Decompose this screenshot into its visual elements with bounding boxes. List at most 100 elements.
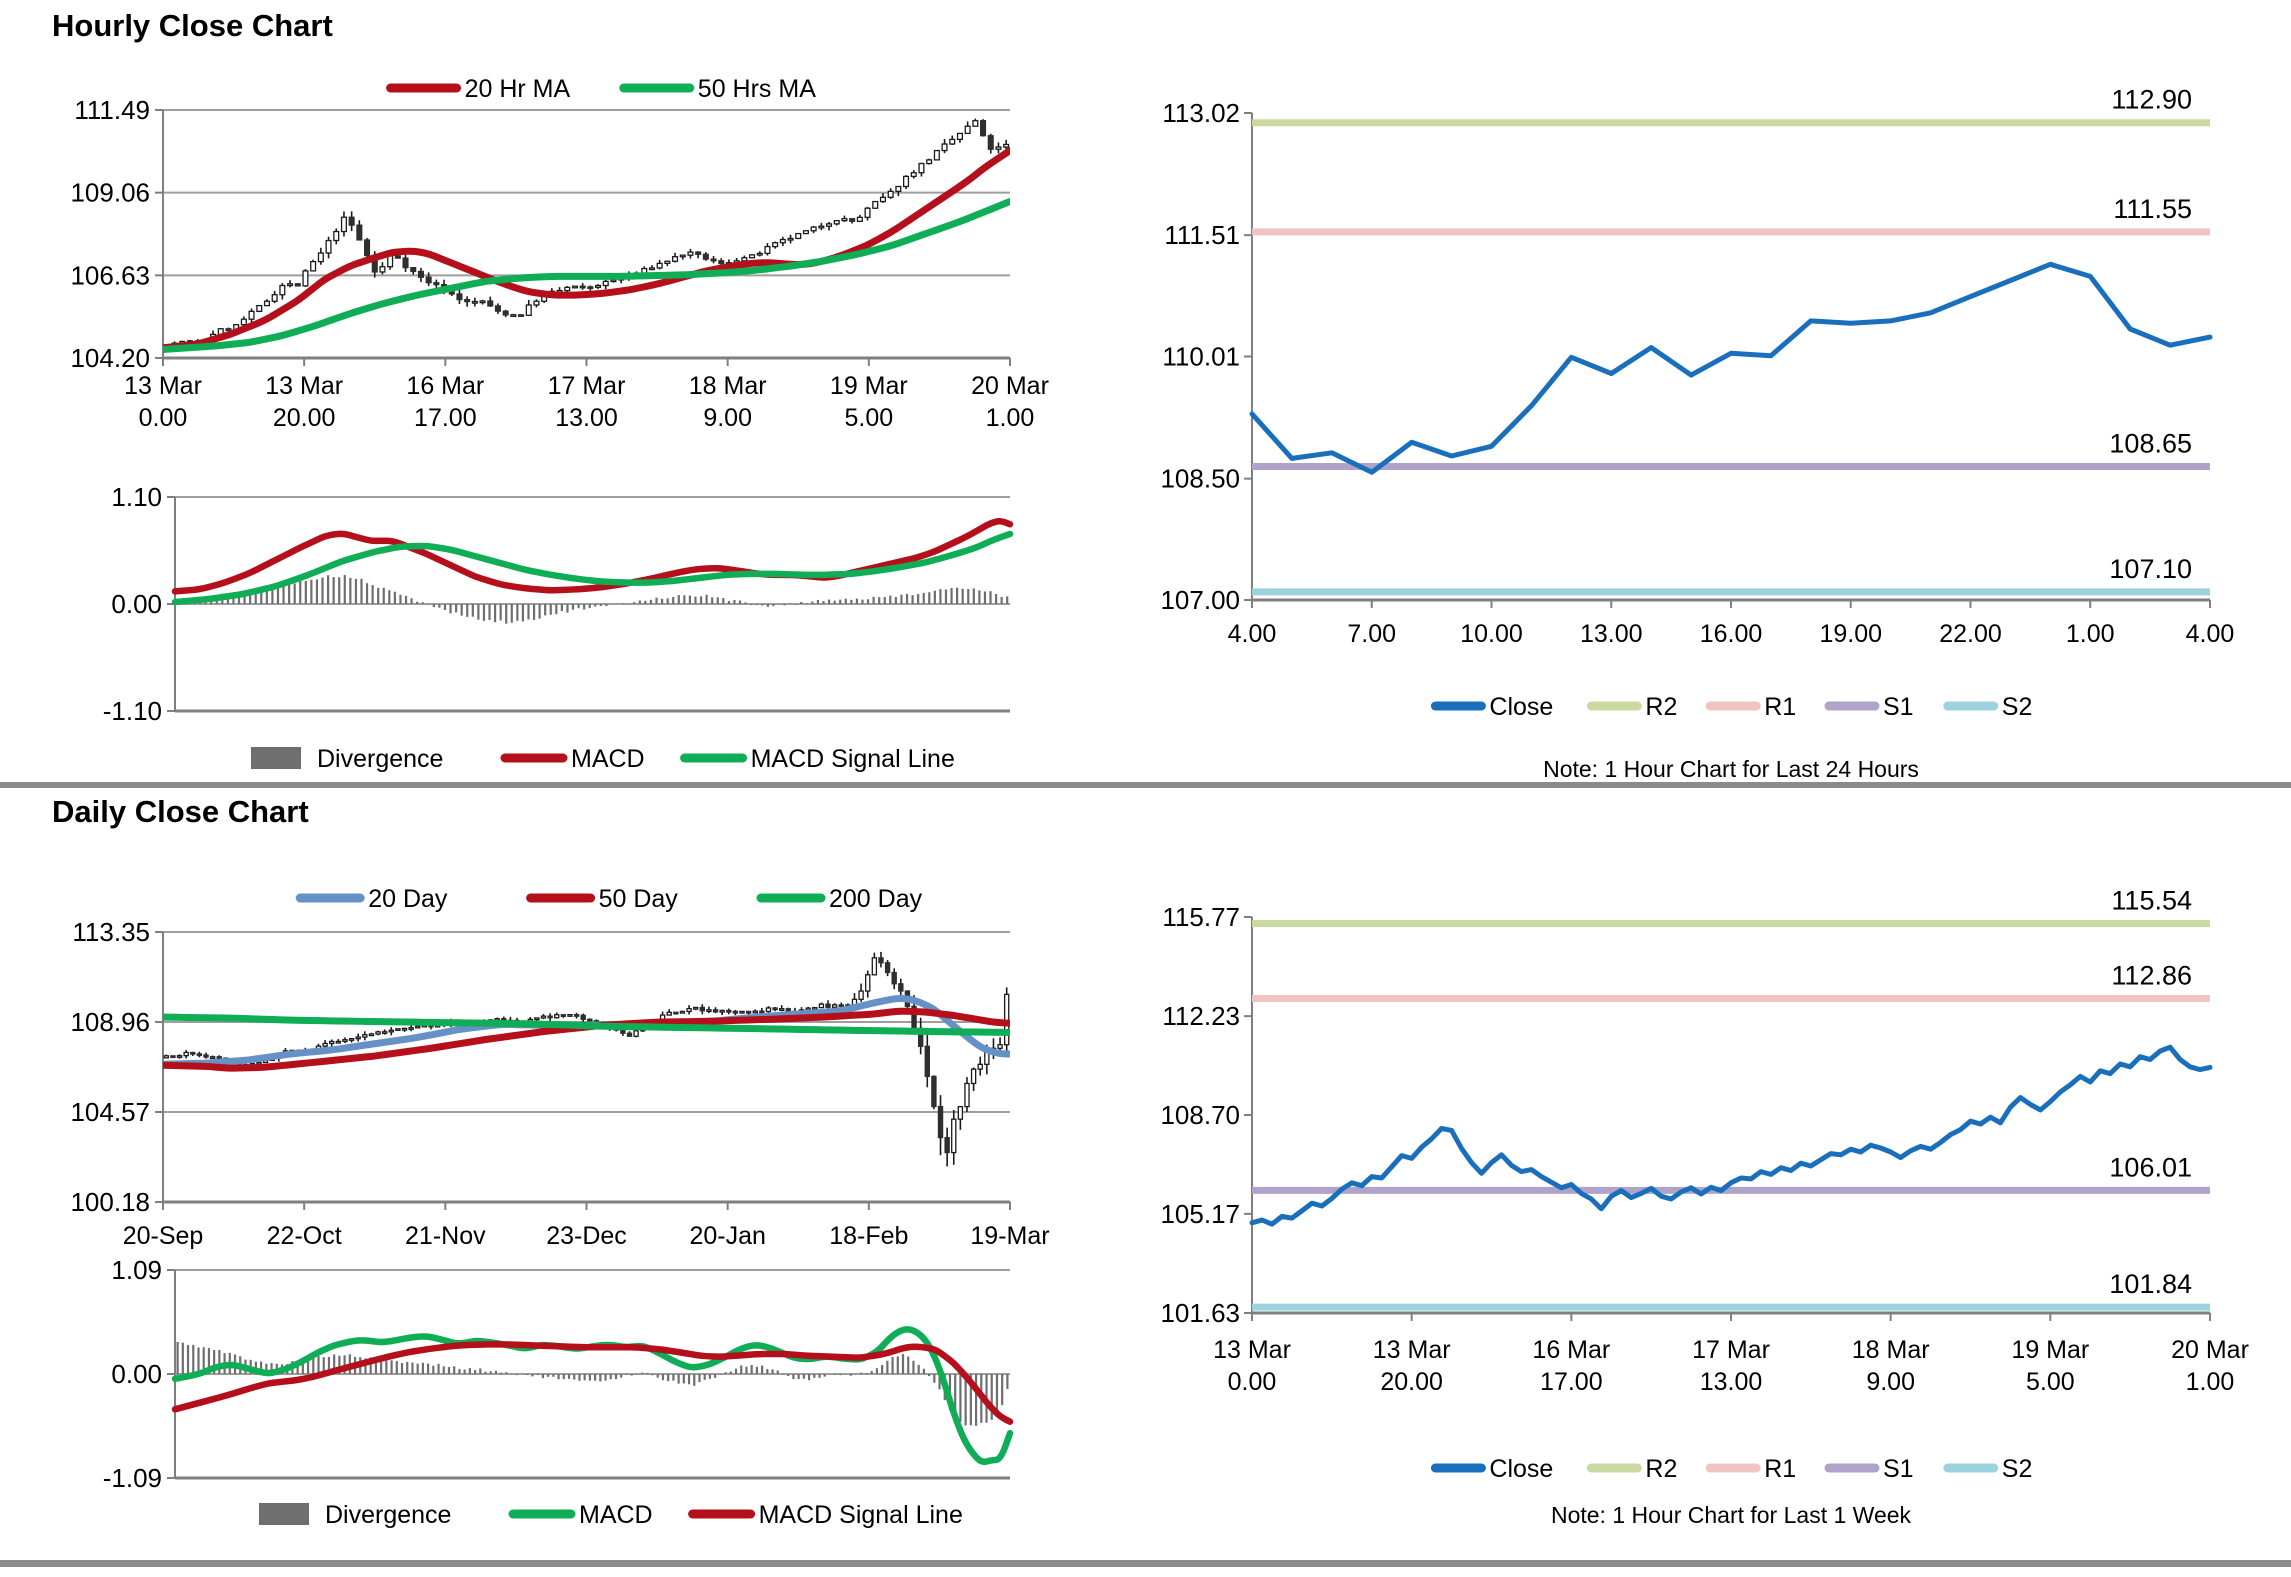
candle-down xyxy=(587,1018,593,1022)
x-axis-label: 17.00 xyxy=(414,404,477,432)
candle-down xyxy=(937,1105,944,1139)
legend-label: Close xyxy=(1489,693,1553,721)
candle-down xyxy=(494,305,501,312)
candle-up xyxy=(951,1118,957,1154)
ma-line-20-hr-ma xyxy=(163,146,1010,352)
legend-label: MACD xyxy=(571,745,645,773)
candle-up xyxy=(348,1038,355,1041)
macd-signal-line xyxy=(171,1341,1014,1425)
x-axis-label: 13.00 xyxy=(1580,620,1643,648)
y-axis-label: 108.50 xyxy=(1160,464,1240,494)
candle-up xyxy=(858,990,864,1000)
weekly-levels-note: Note: 1 Hour Chart for Last 1 Week xyxy=(1550,1502,1912,1528)
candle-down xyxy=(203,1054,209,1058)
candle-down xyxy=(620,1029,626,1034)
candle-up xyxy=(692,1006,699,1010)
candle-up xyxy=(355,1036,361,1040)
candle-up xyxy=(795,232,802,240)
candle-down xyxy=(849,218,856,222)
x-axis-label: 22-Oct xyxy=(267,1222,342,1250)
candle-up xyxy=(408,1027,414,1030)
y-axis-label: 110.01 xyxy=(1162,342,1240,372)
candle-down xyxy=(502,310,509,316)
candle-up xyxy=(964,125,971,135)
candle-up xyxy=(802,230,809,235)
candle-up xyxy=(310,260,317,272)
y-axis-label: 108.96 xyxy=(70,1007,150,1037)
x-axis-label: 16 Mar xyxy=(406,372,484,400)
candle-down xyxy=(464,298,471,303)
daily_price-plot xyxy=(163,951,1010,1167)
x-axis-label: 17 Mar xyxy=(548,372,626,400)
candle-down xyxy=(772,1007,778,1011)
candle-down xyxy=(884,962,891,974)
legend-label: 200 Day xyxy=(829,885,923,913)
candle-down xyxy=(944,1136,950,1154)
legend-label: 20 Hr MA xyxy=(465,75,571,103)
candle-down xyxy=(673,1011,679,1015)
x-axis-label: 20 Mar xyxy=(971,372,1049,400)
candle-down xyxy=(417,270,424,278)
y-axis-label: 111.49 xyxy=(74,95,150,125)
legend-label: S2 xyxy=(2002,1455,2033,1483)
legend-label: MACD Signal Line xyxy=(759,1501,963,1529)
x-axis-label: 9.00 xyxy=(1866,1368,1915,1396)
y-axis-label: 108.70 xyxy=(1160,1100,1240,1130)
candle-up xyxy=(379,266,386,273)
candle-up xyxy=(479,300,486,304)
daily-section-title: Daily Close Chart xyxy=(52,794,309,829)
x-axis-label: 18 Mar xyxy=(689,372,767,400)
y-axis-label: 104.20 xyxy=(70,343,150,373)
candle-up xyxy=(910,172,917,178)
hourly-levels-note: Note: 1 Hour Chart for Last 24 Hours xyxy=(1543,756,1919,782)
candle-down xyxy=(987,135,994,150)
candle-up xyxy=(856,216,863,222)
candle-up xyxy=(554,1014,560,1019)
candle-down xyxy=(456,293,463,301)
y-axis-label: 109.06 xyxy=(70,178,150,208)
candle-up xyxy=(633,1030,639,1037)
candle-up xyxy=(739,1010,745,1014)
legend-label: R2 xyxy=(1645,693,1677,721)
hourly_macd-chart: 1.10 0.00 -1.10 Divergence MACD MACD Signal L… xyxy=(103,482,1014,773)
candle-down xyxy=(196,1053,203,1057)
candle-up xyxy=(764,245,771,255)
candle-up xyxy=(340,216,347,233)
candle-up xyxy=(415,1025,421,1029)
candle-up xyxy=(388,1029,394,1033)
close-line xyxy=(1249,261,2213,475)
legend-label: R1 xyxy=(1764,693,1796,721)
x-axis-label: 13 Mar xyxy=(124,372,202,400)
candle-up xyxy=(903,175,910,188)
candle-up xyxy=(302,270,309,287)
level-label-r2: 115.54 xyxy=(2111,885,2192,915)
candle-up xyxy=(387,255,394,268)
x-axis-label: 20.00 xyxy=(1380,1368,1443,1396)
candle-down xyxy=(348,216,355,226)
candle-up xyxy=(787,237,794,241)
candle-up xyxy=(672,256,679,262)
candle-up xyxy=(564,286,571,292)
legend-label: 50 Day xyxy=(599,885,679,913)
candle-up xyxy=(279,284,286,296)
candle-up xyxy=(183,1051,189,1057)
candle-up xyxy=(401,1027,408,1031)
y-axis-label: 112.23 xyxy=(1162,1001,1240,1031)
candle-up xyxy=(805,1007,811,1011)
candle-down xyxy=(759,1010,765,1014)
candle-up xyxy=(329,1040,335,1045)
candle-down xyxy=(718,260,725,265)
candle-up xyxy=(895,185,902,192)
candle-down xyxy=(518,314,525,318)
y-axis-label: 0.00 xyxy=(111,589,162,619)
candle-up xyxy=(664,260,671,265)
x-axis-label: 17.00 xyxy=(1540,1368,1603,1396)
candle-up xyxy=(375,1031,381,1035)
candle-up xyxy=(533,300,540,306)
candle-down xyxy=(216,1056,222,1060)
x-axis-label: 13 Mar xyxy=(1373,1336,1451,1364)
y-axis-label: 113.35 xyxy=(72,917,150,947)
candle-up xyxy=(248,310,255,320)
x-axis-label: 18-Feb xyxy=(829,1222,908,1250)
candle-up xyxy=(256,304,263,312)
